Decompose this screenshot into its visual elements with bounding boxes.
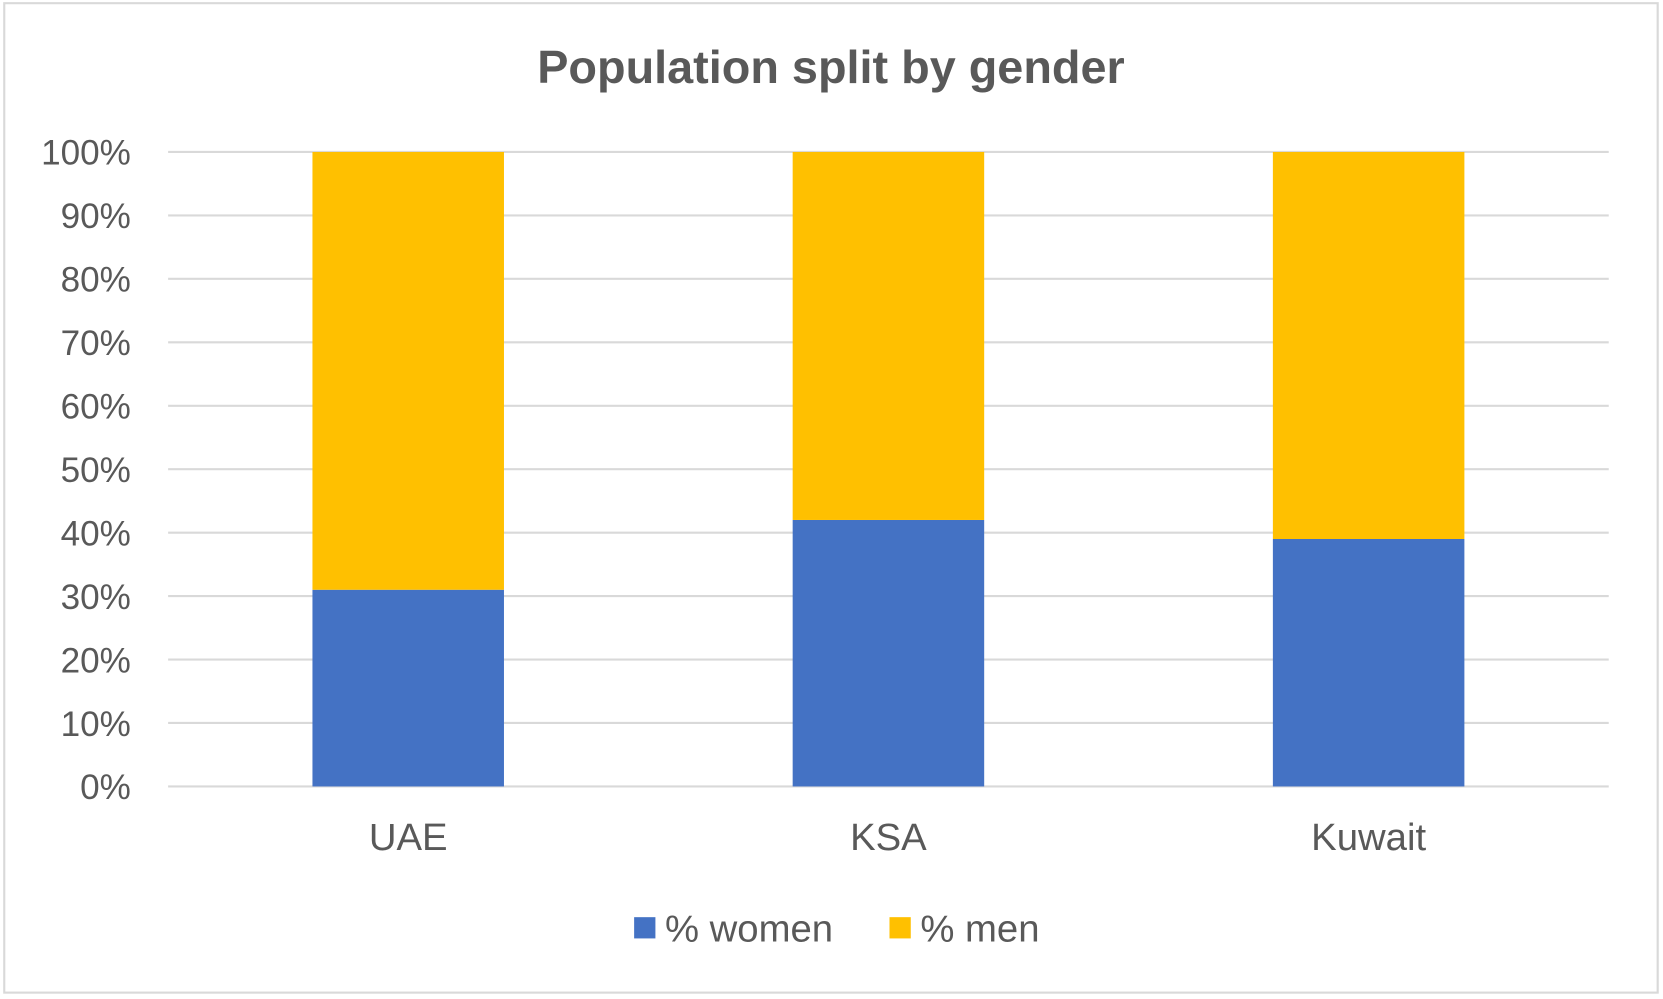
- bar-ksa-series-1: [792, 151, 985, 520]
- bar-uae-series-0: [312, 589, 504, 787]
- legend-label: % women: [665, 908, 833, 951]
- bars: [312, 151, 1465, 787]
- x-tick-label: UAE: [369, 816, 448, 859]
- legend: % women % men: [634, 908, 1040, 951]
- legend-swatch: [634, 917, 656, 939]
- bar-uae-series-1: [312, 151, 504, 590]
- legend-swatch: [889, 917, 911, 939]
- y-tick-label: 10%: [61, 705, 131, 744]
- bar-ksa-series-0: [792, 519, 985, 787]
- bar-kuwait-series-0: [1272, 539, 1465, 787]
- y-tick-label: 50%: [61, 451, 131, 490]
- y-tick-label: 30%: [61, 578, 131, 617]
- y-tick-label: 80%: [61, 261, 131, 300]
- y-tick-label: 100%: [41, 134, 131, 173]
- bar-kuwait-series-1: [1272, 151, 1465, 540]
- y-tick-label: 70%: [61, 324, 131, 363]
- y-axis-ticks: 0% 10% 20% 30% 40% 50% 60% 70% 80% 90% 100%: [41, 134, 131, 807]
- x-tick-label: Kuwait: [1311, 816, 1426, 859]
- legend-label: % men: [920, 908, 1039, 951]
- x-axis-ticks: UAE KSA Kuwait: [369, 816, 1427, 859]
- y-tick-label: 60%: [61, 388, 131, 427]
- chart-title: Population split by gender: [537, 41, 1125, 93]
- y-tick-label: 90%: [61, 197, 131, 236]
- y-tick-label: 0%: [80, 768, 131, 807]
- y-tick-label: 40%: [61, 514, 131, 553]
- x-tick-label: KSA: [850, 816, 927, 859]
- y-tick-label: 20%: [61, 641, 131, 680]
